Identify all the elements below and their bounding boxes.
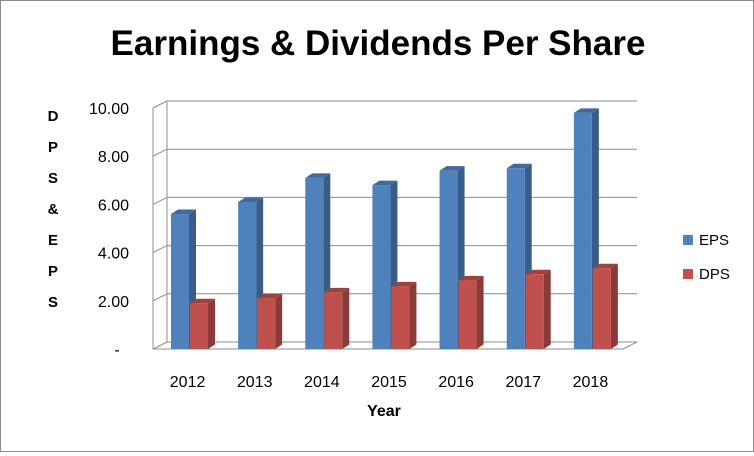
bar-side [409,281,417,349]
bar-dps [257,293,283,349]
bar-side [476,275,484,349]
y-tick-label: 8.00 [98,149,129,166]
x-tick-label: 2015 [371,374,407,391]
bar-side [342,287,350,349]
side-wall-line [152,293,168,302]
bar-front [190,303,208,349]
bar-top [573,108,599,113]
bar-dps [324,287,350,349]
bar-front [573,112,592,349]
bar-top [506,163,532,169]
side-wall-line [152,100,168,109]
bar-front [305,177,324,349]
y-tick-label: 2.00 [98,294,129,311]
bar-top [458,275,484,281]
floor-right-edge [622,341,638,350]
bar-front [391,286,410,349]
y-axis-label-char: P [48,263,58,280]
side-wall-line [152,196,168,205]
bar-side [610,263,618,349]
x-tick-label: 2013 [237,374,273,391]
bar-top [324,287,350,293]
side-wall-line [152,245,168,254]
bar-front [439,170,458,349]
bar-dps [592,263,618,349]
bar-front [592,268,611,349]
x-tick-label: 2012 [170,374,206,391]
y-tick-labels: - 2.00 4.00 6.00 8.00 10.00 [89,101,129,359]
bar-top [592,263,618,269]
bar-dps [458,275,484,349]
bar-top [305,173,331,178]
y-tick-label: 4.00 [98,246,129,263]
legend-label: EPS [699,232,729,249]
x-tick-label: 2016 [438,374,474,391]
legend-label: DPS [699,266,730,283]
bar-front [238,201,257,349]
bar-side [275,293,283,349]
y-axis-label-char: P [48,139,58,156]
y-tick-label: 10.00 [89,101,129,118]
y-axis-label-char: & [48,201,59,218]
bar-front [525,274,544,349]
x-tick-labels: 2012 2013 2014 2015 2016 2017 2018 [170,374,609,391]
y-axis-label: DPS&EPS [48,108,59,311]
bar-dps [391,281,417,349]
y-tick-label: 6.00 [98,197,129,214]
bar-front [257,298,276,349]
bar-top [257,293,283,299]
bar-eps [439,166,465,349]
side-wall-line [152,148,168,157]
bar-side [208,298,215,349]
bar-top [391,281,417,287]
bar-top [190,298,215,304]
y-axis-label-char: E [48,232,58,249]
bar-front [506,168,525,349]
x-tick-label: 2018 [573,374,609,391]
y-axis-label-char: S [48,294,58,311]
bar-dps [190,298,215,349]
bars [171,108,618,349]
y-tick-label: - [114,342,119,359]
side-wall-line [152,341,168,350]
y-axis-label-char: S [48,170,58,187]
x-tick-label: 2017 [505,374,541,391]
y-axis-label-char: D [48,108,59,125]
bar-top [372,180,398,186]
x-axis-label: Year [367,403,401,420]
bar-top [439,166,465,171]
bar-top [238,197,264,202]
bar-side [543,269,551,349]
bar-front [171,214,189,349]
x-tick-label: 2014 [304,374,340,391]
bar-top [171,209,196,215]
bar-dps [525,269,551,349]
legend-swatch [683,235,693,245]
bar-front [324,292,343,349]
bar-front [458,280,477,349]
bar-top [525,269,551,275]
legend: EPS DPS [683,232,730,283]
bar-front [372,185,391,349]
chart-title: Earnings & Dividends Per Share [111,24,646,63]
legend-swatch [683,269,693,279]
